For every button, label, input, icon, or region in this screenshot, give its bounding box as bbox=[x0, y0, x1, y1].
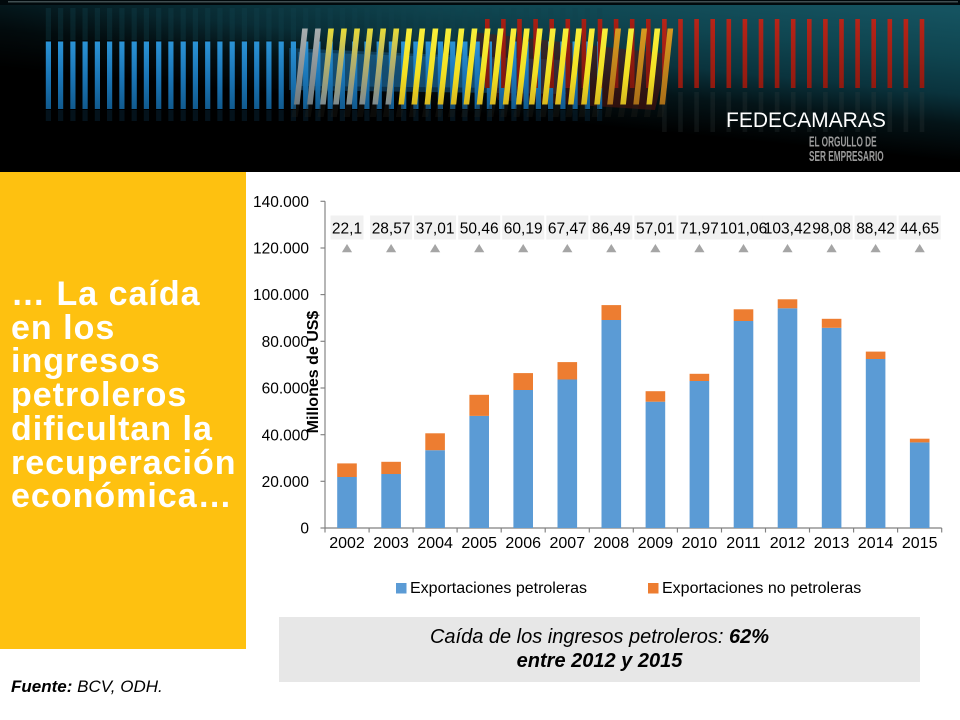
svg-text:2011: 2011 bbox=[726, 535, 761, 552]
svg-text:88,42: 88,42 bbox=[856, 221, 895, 238]
svg-text:2010: 2010 bbox=[682, 535, 718, 552]
svg-text:67,47: 67,47 bbox=[548, 221, 587, 238]
svg-text:2003: 2003 bbox=[373, 535, 409, 552]
svg-text:2005: 2005 bbox=[461, 535, 497, 552]
svg-text:98,08: 98,08 bbox=[812, 221, 851, 238]
svg-text:2015: 2015 bbox=[902, 535, 938, 552]
svg-text:FEDECAMARAS: FEDECAMARAS bbox=[726, 109, 886, 132]
svg-text:2008: 2008 bbox=[594, 535, 630, 552]
svg-text:37,01: 37,01 bbox=[416, 221, 455, 238]
svg-text:2009: 2009 bbox=[638, 535, 674, 552]
svg-text:120.000: 120.000 bbox=[253, 241, 309, 258]
svg-text:22,1: 22,1 bbox=[332, 221, 362, 238]
svg-text:60,19: 60,19 bbox=[504, 221, 543, 238]
svg-text:2004: 2004 bbox=[417, 535, 453, 552]
svg-text:Millones de US$: Millones de US$ bbox=[305, 311, 322, 434]
svg-text:44,65: 44,65 bbox=[900, 221, 939, 238]
svg-text:28,57: 28,57 bbox=[372, 221, 411, 238]
svg-text:80.000: 80.000 bbox=[262, 334, 310, 351]
svg-text:60.000: 60.000 bbox=[262, 381, 310, 398]
svg-text:101,06: 101,06 bbox=[720, 221, 767, 238]
svg-text:SER EMPRESARIO: SER EMPRESARIO bbox=[809, 147, 884, 164]
svg-text:103,42: 103,42 bbox=[764, 221, 811, 238]
svg-text:40.000: 40.000 bbox=[262, 427, 310, 444]
svg-text:2002: 2002 bbox=[329, 535, 365, 552]
svg-text:20.000: 20.000 bbox=[262, 474, 310, 491]
svg-text:EL ORGULLO DE: EL ORGULLO DE bbox=[809, 133, 877, 150]
svg-text:2014: 2014 bbox=[858, 535, 894, 552]
svg-text:57,01: 57,01 bbox=[636, 221, 675, 238]
svg-text:140.000: 140.000 bbox=[253, 194, 309, 211]
svg-text:71,97: 71,97 bbox=[680, 221, 719, 238]
svg-text:2012: 2012 bbox=[770, 535, 806, 552]
svg-text:2013: 2013 bbox=[814, 535, 850, 552]
svg-text:86,49: 86,49 bbox=[592, 221, 631, 238]
svg-text:Exportaciones petroleras: Exportaciones petroleras bbox=[410, 580, 587, 597]
svg-text:50,46: 50,46 bbox=[460, 221, 499, 238]
svg-text:100.000: 100.000 bbox=[253, 287, 309, 304]
svg-text:Exportaciones no petroleras: Exportaciones no petroleras bbox=[662, 580, 861, 597]
svg-text:0: 0 bbox=[300, 521, 309, 538]
svg-text:2006: 2006 bbox=[505, 535, 541, 552]
svg-text:2007: 2007 bbox=[550, 535, 586, 552]
